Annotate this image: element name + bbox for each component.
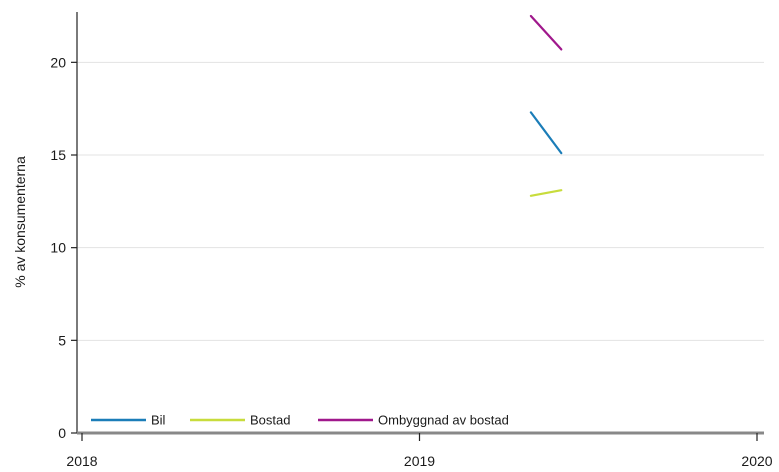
x-tick-label: 2019 bbox=[404, 453, 435, 469]
series-line-ombyggnad-av-bostad bbox=[529, 14, 563, 51]
series-lines bbox=[529, 14, 563, 197]
x-tick-label: 2020 bbox=[741, 453, 772, 469]
y-tick-label: 5 bbox=[58, 332, 66, 348]
legend-label: Bostad bbox=[250, 413, 290, 428]
legend-label: Bil bbox=[151, 413, 166, 428]
y-tick-label: 0 bbox=[58, 425, 66, 441]
y-tick-label: 15 bbox=[50, 147, 66, 163]
series-line-bostad bbox=[529, 189, 563, 197]
axes bbox=[76, 12, 764, 435]
x-tick-label: 2018 bbox=[66, 453, 97, 469]
x-ticks: 2018 2019 2020 bbox=[66, 433, 773, 469]
gridlines bbox=[77, 61, 764, 341]
y-axis-title: % av konsumenterna bbox=[12, 156, 28, 288]
y-tick-label: 10 bbox=[50, 240, 66, 256]
legend-label: Ombyggnad av bostad bbox=[378, 413, 509, 428]
legend: Bil Bostad Ombyggnad av bostad bbox=[91, 413, 509, 428]
y-ticks: 0 5 10 15 20 bbox=[50, 54, 77, 441]
y-tick-label: 20 bbox=[50, 54, 66, 70]
series-line-bil bbox=[529, 111, 563, 155]
